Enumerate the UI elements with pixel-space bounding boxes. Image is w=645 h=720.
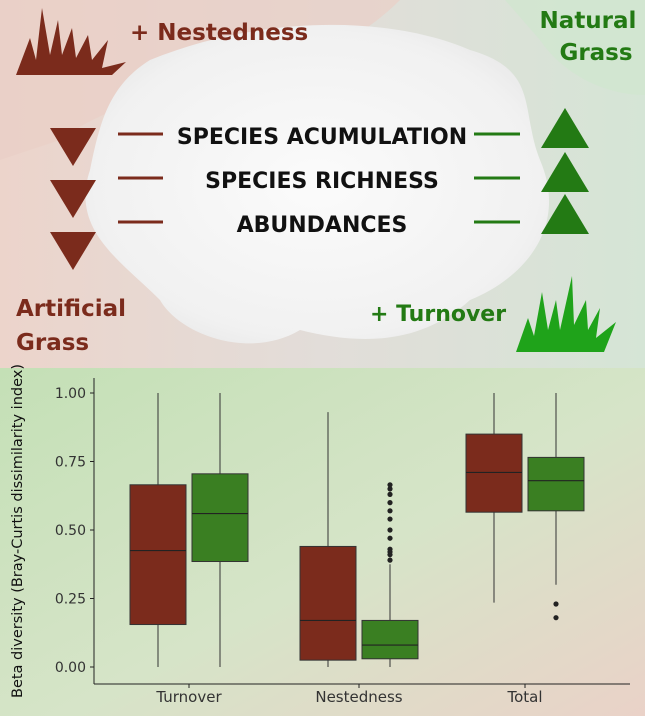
box-body (129, 484, 187, 626)
natural-grass-label-line1: Natural (540, 8, 637, 34)
natural-grass-label-line2: Grass (559, 40, 632, 66)
x-tick-label: Nestedness (315, 688, 402, 706)
outlier-point (387, 491, 393, 497)
artificial-grass-label-line1: Artificial (16, 296, 126, 322)
indicator-row: SPECIES ACUMULATION (50, 108, 589, 166)
outlier-point (553, 601, 559, 607)
y-tick-label: 1.00 (55, 386, 86, 402)
natural-tint (505, 0, 645, 95)
increase-triangle-icon (541, 194, 589, 234)
y-ticks: 0.00 0.25 0.50 0.75 1.00 (55, 386, 94, 676)
indicator-label: SPECIES RICHNESS (205, 169, 439, 194)
x-ticks: Turnover Nestedness Total (155, 684, 543, 706)
outlier-point (387, 535, 393, 541)
y-tick-label: 0.00 (55, 660, 86, 676)
increase-triangle-icon (541, 152, 589, 192)
natural-grass-icon (516, 276, 616, 352)
y-axis-label: Beta diversity (Bray-Curtis dissimilarit… (10, 364, 26, 698)
y-tick-label: 0.50 (55, 523, 86, 539)
indicator-row: ABUNDANCES (50, 194, 589, 270)
outlier-point (387, 557, 393, 563)
box-artificial-total (465, 393, 523, 603)
outlier-point (387, 482, 393, 488)
increase-triangle-icon (541, 108, 589, 148)
indicator-rows: SPECIES ACUMULATION SPECIES RICHNESS ABUND… (50, 108, 589, 270)
outlier-point (387, 486, 393, 492)
outlier-point (553, 615, 559, 621)
box-artificial-nestedness (299, 412, 357, 667)
indicator-row: SPECIES RICHNESS (50, 152, 589, 218)
nestedness-label: + Nestedness (130, 20, 308, 46)
plot-background (0, 368, 645, 716)
artificial-grass-icon (16, 8, 126, 75)
x-tick-label: Turnover (155, 688, 222, 706)
box-body (299, 545, 357, 661)
outlier-point (387, 516, 393, 522)
outlier-point (387, 527, 393, 533)
y-tick-label: 0.25 (55, 592, 86, 608)
x-tick-label: Total (506, 688, 542, 706)
outlier-point (387, 500, 393, 506)
outlier-point (387, 508, 393, 514)
box-natural-turnover (191, 393, 249, 667)
decrease-triangle-icon (50, 180, 96, 218)
center-cloud (85, 24, 550, 344)
box-body (191, 473, 249, 563)
indicator-label: ABUNDANCES (237, 213, 408, 238)
box-body (465, 433, 523, 513)
boxplots (129, 393, 585, 667)
box-body (527, 456, 585, 512)
box-natural-nestedness (361, 482, 419, 667)
artificial-grass-label-line2: Grass (16, 330, 89, 356)
decrease-triangle-icon (50, 232, 96, 270)
y-tick-label: 0.75 (55, 455, 86, 471)
decrease-triangle-icon (50, 128, 96, 166)
box-artificial-turnover (129, 393, 187, 667)
indicator-label: SPECIES ACUMULATION (177, 125, 467, 150)
outlier-point (387, 546, 393, 552)
turnover-label: + Turnover (370, 302, 506, 327)
box-natural-total (527, 393, 585, 621)
box-body (361, 619, 419, 660)
